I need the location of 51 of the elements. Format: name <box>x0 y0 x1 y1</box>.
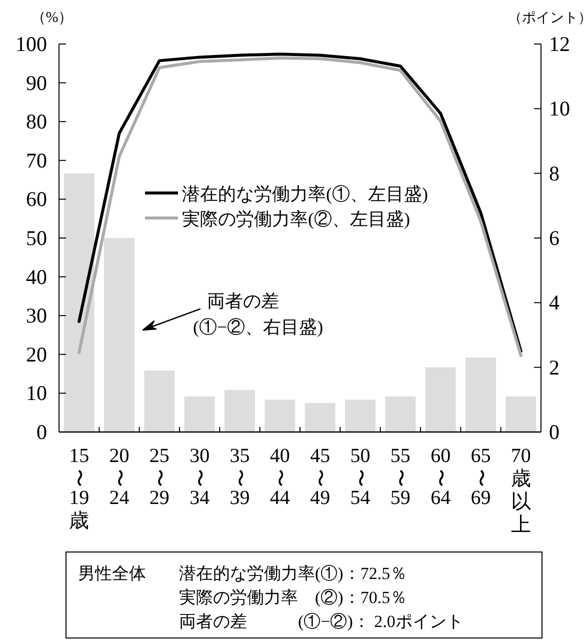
text: 男性全体 <box>78 564 146 583</box>
y2-tick-label: 10 <box>549 96 570 121</box>
bar <box>264 400 296 432</box>
y-tick-label: 30 <box>26 304 47 328</box>
y-tick-label: 40 <box>26 264 47 289</box>
bar <box>104 238 135 432</box>
y2-tick-label: 6 <box>549 226 560 250</box>
y2-tick-label: 2 <box>549 355 560 380</box>
y-axis-title: （%） <box>30 10 74 26</box>
x-tick-label: 25〜29 <box>149 445 170 509</box>
y-tick-label: 20 <box>26 342 47 366</box>
text: 両者の差 (①−②)： 2.0ポイント <box>179 612 464 631</box>
x-tick-label: 60〜64 <box>430 445 451 509</box>
x-tick-label: 30〜34 <box>190 445 210 509</box>
x-tick-label: 35〜39 <box>230 445 250 509</box>
y-tick-label: 80 <box>26 110 47 134</box>
y-tick-label: 60 <box>26 187 47 212</box>
x-tick-label: 45〜49 <box>310 445 330 509</box>
bar <box>224 390 256 432</box>
y-tick-label: 0 <box>36 420 47 444</box>
y2-axis-title: （ポイント） <box>508 11 584 26</box>
bar <box>506 396 536 432</box>
x-tick-label: 40〜44 <box>270 445 290 509</box>
y2-tick-label: 0 <box>549 420 560 444</box>
bar <box>304 402 336 432</box>
text: 潜在的な労働力率(①)：72.5％ <box>179 564 408 583</box>
x-tick-label: 70歳以上 <box>510 445 531 536</box>
bar <box>144 370 175 432</box>
y-tick-label: 100 <box>16 32 47 56</box>
y-tick-label: 90 <box>26 70 47 95</box>
y-tick-label: 50 <box>26 226 47 250</box>
annotation: 両者の差 (①−②、右目盛) <box>193 291 324 337</box>
x-tick-label: 20〜24 <box>109 445 130 509</box>
legend-label: 潜在的な労働力率(①、左目盛) <box>182 184 428 204</box>
x-tick-label: 50〜54 <box>350 445 370 509</box>
x-tick-label: 65〜69 <box>470 445 491 509</box>
bar <box>465 358 496 432</box>
x-tick-label: 55〜59 <box>390 445 410 509</box>
y2-tick-label: 8 <box>549 161 560 186</box>
bar <box>385 396 416 432</box>
text: 実際の労働力率 (②)：70.5％ <box>179 588 408 607</box>
y-tick-label: 70 <box>26 148 47 172</box>
bar <box>184 396 215 432</box>
y2-tick-label: 4 <box>549 290 560 315</box>
y-tick-label: 10 <box>26 381 47 406</box>
bar <box>344 400 376 432</box>
legend-label: 実際の労働力率(②、左目盛) <box>182 209 410 229</box>
bar <box>64 173 94 432</box>
bar <box>425 367 456 432</box>
x-tick-label: 15〜19歳 <box>69 445 90 532</box>
y2-tick-label: 12 <box>549 32 570 56</box>
